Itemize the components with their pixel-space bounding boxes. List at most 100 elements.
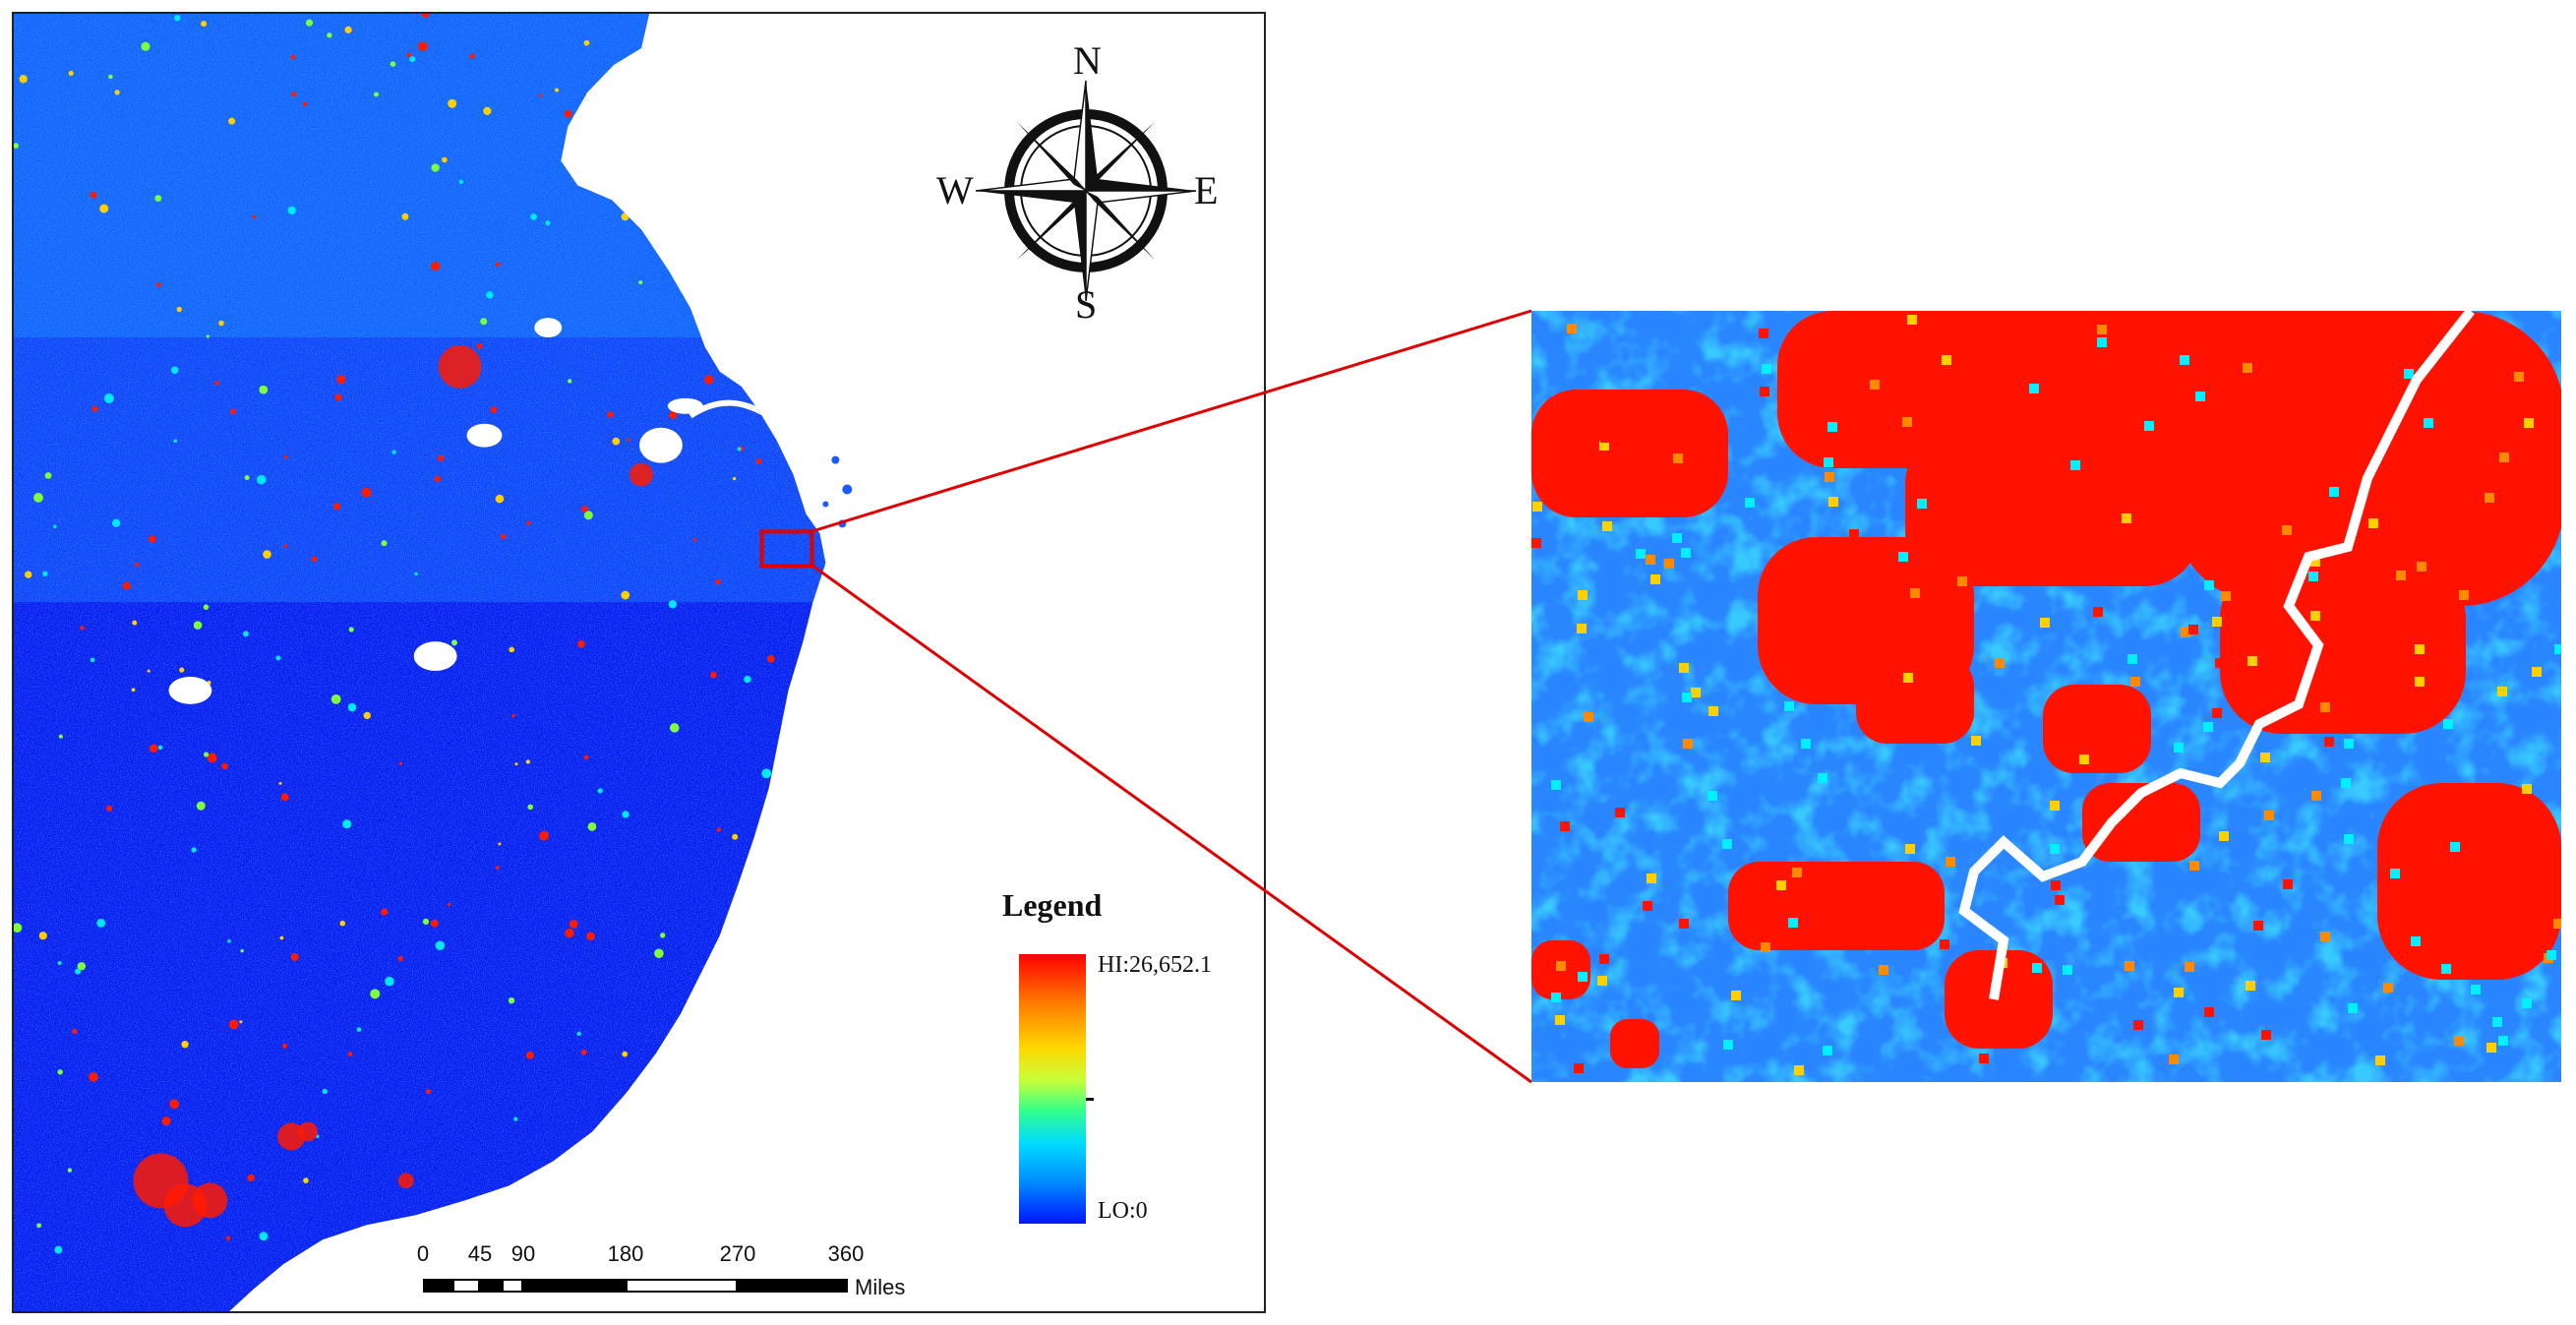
- hotspot: [621, 212, 629, 221]
- hotspot: [442, 156, 448, 163]
- inset-pixel: [2063, 965, 2072, 975]
- hotspot: [569, 1195, 572, 1199]
- inset-pixel: [1531, 538, 1541, 548]
- hotspot: [290, 54, 296, 60]
- hotspot: [545, 220, 551, 226]
- inset-pixel: [1760, 387, 1769, 396]
- hotspot: [583, 754, 589, 760]
- hotspot: [181, 1041, 189, 1049]
- inset-pixel: [1691, 688, 1701, 697]
- hotspot: [14, 923, 23, 933]
- inset-hot-area: [1856, 655, 1974, 744]
- hotspot: [822, 470, 826, 477]
- hotspot: [290, 952, 299, 961]
- inset-pixel: [1567, 324, 1577, 333]
- inset-pixel: [1647, 873, 1656, 883]
- compass-west-label: W: [936, 168, 974, 212]
- hotspot: [179, 667, 185, 673]
- hotspot-cluster: [298, 1121, 319, 1142]
- inset-pixel: [2144, 421, 2154, 431]
- hotspot: [227, 939, 231, 943]
- inset-pixel: [1584, 712, 1593, 722]
- hotspot: [38, 932, 47, 940]
- scale-segment-6: [626, 1279, 738, 1293]
- inset-pixel: [1827, 422, 1837, 432]
- hotspot: [90, 191, 97, 199]
- inset-hot-area: [2220, 557, 2466, 734]
- inset-pixel: [1995, 658, 2005, 668]
- legend-color-ramp: [1019, 954, 1086, 1224]
- hotspot: [780, 68, 790, 79]
- hotspot: [580, 506, 588, 512]
- hotspot: [761, 768, 772, 779]
- hotspot: [773, 805, 783, 814]
- hotspot: [68, 70, 74, 77]
- hotspot: [131, 688, 136, 693]
- inset-pixel: [2485, 493, 2494, 503]
- hotspot: [370, 989, 381, 999]
- hotspot: [501, 533, 507, 540]
- hotspot: [225, 1235, 231, 1241]
- inset-pixel: [1578, 972, 1588, 982]
- hotspot: [490, 406, 498, 413]
- inset-pixel: [2093, 607, 2103, 617]
- hotspot: [347, 702, 357, 712]
- hotspot: [230, 408, 236, 415]
- legend-low-label: LO:0: [1098, 1198, 1148, 1224]
- hotspot: [527, 804, 534, 811]
- hotspot: [771, 1142, 777, 1148]
- inset-density-raster: [1531, 311, 2561, 1082]
- inset-pixel: [2320, 702, 2330, 712]
- hotspot: [401, 212, 409, 220]
- inset-pixel: [1574, 1063, 1584, 1073]
- hotspot: [99, 204, 109, 213]
- hotspot: [421, 14, 430, 19]
- inset-pixel: [2204, 1007, 2214, 1017]
- hotspot: [193, 621, 203, 630]
- hotspot: [562, 1227, 566, 1231]
- inset-pixel: [2308, 572, 2318, 581]
- inset-hot-area: [2377, 783, 2561, 980]
- hotspot: [239, 1020, 243, 1024]
- hotspot: [361, 487, 372, 498]
- inset-pixel: [1903, 673, 1913, 683]
- hotspot: [806, 442, 810, 447]
- hotspot: [586, 932, 595, 940]
- hotspot: [75, 968, 82, 975]
- hotspot: [612, 437, 621, 446]
- inset-pixel: [1599, 954, 1609, 964]
- hotspot: [327, 32, 332, 38]
- hotspot: [72, 1028, 78, 1035]
- hotspot: [333, 503, 341, 511]
- inset-pixel: [1902, 417, 1912, 427]
- hotspot: [587, 822, 597, 831]
- hotspot: [752, 280, 759, 287]
- inset-pixel: [1942, 355, 1951, 365]
- hotspot: [397, 955, 403, 962]
- hotspot: [385, 976, 394, 987]
- inset-pixel: [1551, 780, 1561, 790]
- hotspot: [495, 866, 500, 870]
- inset-pixel: [2375, 1055, 2385, 1065]
- scale-label-90: 90: [510, 1241, 536, 1266]
- inset-pixel: [1745, 498, 1755, 508]
- legend-high-label: HI:26,652.1: [1098, 952, 1212, 978]
- hotspot: [692, 537, 697, 542]
- inset-pixel: [2310, 611, 2320, 621]
- inset-pixel: [1577, 624, 1587, 633]
- hotspot: [822, 751, 826, 760]
- hotspot: [798, 699, 806, 707]
- hotspot: [668, 600, 678, 609]
- hotspot: [772, 56, 779, 62]
- hotspot: [52, 524, 57, 529]
- hotspot: [347, 1052, 353, 1056]
- inset-pixel: [2253, 921, 2263, 931]
- hotspot: [431, 261, 441, 271]
- compass-north-label: N: [1073, 38, 1102, 83]
- hotspot: [259, 1232, 269, 1241]
- inset-pixel: [1643, 901, 1652, 911]
- inset-pixel: [1599, 441, 1609, 451]
- inset-pixel: [1731, 991, 1741, 1000]
- inset-pixel: [1902, 651, 1912, 661]
- inset-pixel: [2396, 571, 2406, 580]
